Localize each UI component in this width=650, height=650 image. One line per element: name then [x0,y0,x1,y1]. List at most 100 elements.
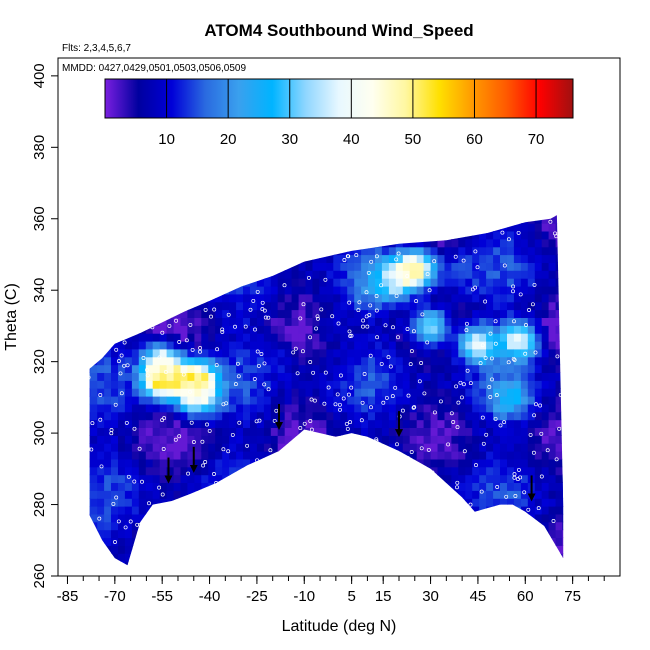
heat-cell [201,230,209,240]
heat-cell [187,285,195,295]
y-tick-label: 320 [31,349,48,374]
heat-cell [402,380,411,389]
heat-cell [375,230,383,240]
heat-cell [159,482,168,491]
observation-point [345,426,350,431]
heat-cell [166,301,175,311]
heat-cell [493,364,501,373]
heat-cell [430,443,439,452]
heat-cell [138,411,147,421]
heat-cell [347,435,355,444]
heat-cell [465,301,473,311]
heat-cell [180,513,188,523]
heat-cell [395,561,404,566]
heat-cell [368,348,376,358]
heat-cell [513,223,522,232]
heat-cell [131,490,140,499]
heat-cell [465,246,473,256]
heat-cell [479,364,487,373]
heat-cell [180,435,188,444]
observation-point [513,544,518,549]
heat-cell [243,293,251,303]
heat-cell [423,396,432,405]
heat-cell [312,451,320,460]
observation-point [119,353,124,358]
observation-point [506,237,511,242]
heat-cell [402,301,411,311]
heat-cell [124,506,133,515]
heat-cell [118,435,126,444]
observation-point [322,401,327,406]
heat-cell [555,215,564,216]
observation-point [189,420,194,425]
observation-point [260,498,265,503]
heat-cell [89,230,91,240]
heat-cell [354,427,362,436]
heat-cell [375,435,383,444]
heat-cell [437,238,445,248]
observation-point [426,447,431,452]
observation-point [480,343,485,348]
heat-cell [472,553,480,562]
heat-cell [444,278,452,287]
heat-cell [284,262,293,271]
heat-cell [111,419,119,428]
heat-cell [548,498,557,507]
heat-cell [298,435,307,444]
colorbar-tick-label: 10 [158,131,175,148]
heat-cell [375,325,383,334]
heat-cell [277,301,286,311]
heat-cell [333,215,341,224]
heat-cell [250,388,258,397]
heat-cell [416,348,425,358]
heat-cell [507,427,515,436]
heat-cell [229,451,237,460]
heat-cell [493,238,501,248]
heat-cell [513,372,522,381]
heat-cell [521,200,529,209]
heat-cell [277,293,286,303]
heat-cell [513,356,522,366]
heat-cell [381,317,390,326]
heat-cell [437,537,445,546]
heat-cell [451,403,459,413]
heat-cell [395,356,404,366]
heat-cell [270,529,279,539]
observation-point [510,540,515,544]
heat-cell [305,364,313,373]
observation-point [396,527,401,532]
heat-cell [159,396,168,405]
heat-cell [458,403,466,413]
heat-cell [222,215,230,224]
heat-cell [97,537,105,546]
heat-cell [138,529,147,539]
heat-cell [562,482,564,491]
heat-cell [534,458,543,468]
heat-cell [138,223,147,232]
observation-point [419,361,424,365]
heat-cell [173,215,182,216]
observation-point [458,380,463,385]
heat-cell [451,309,459,318]
heat-cell [187,215,195,224]
heat-cell [180,396,188,405]
heat-cell [187,301,195,311]
heat-cell [250,466,258,476]
heat-cell [451,293,459,303]
heat-cell [89,333,91,342]
heat-cell [312,513,320,523]
observation-point [124,420,129,425]
heat-cell [437,230,445,240]
heat-cell [472,451,480,460]
heat-cell [527,270,536,279]
heat-cell [125,200,132,209]
heat-cell [159,333,168,342]
heat-cell [527,466,536,476]
observation-point [522,490,527,495]
heat-cell [548,396,557,405]
heat-cell [493,278,501,287]
heat-cell [326,545,334,554]
heat-cell [520,451,529,460]
heat-cell [284,513,293,523]
heat-cell [152,254,161,263]
